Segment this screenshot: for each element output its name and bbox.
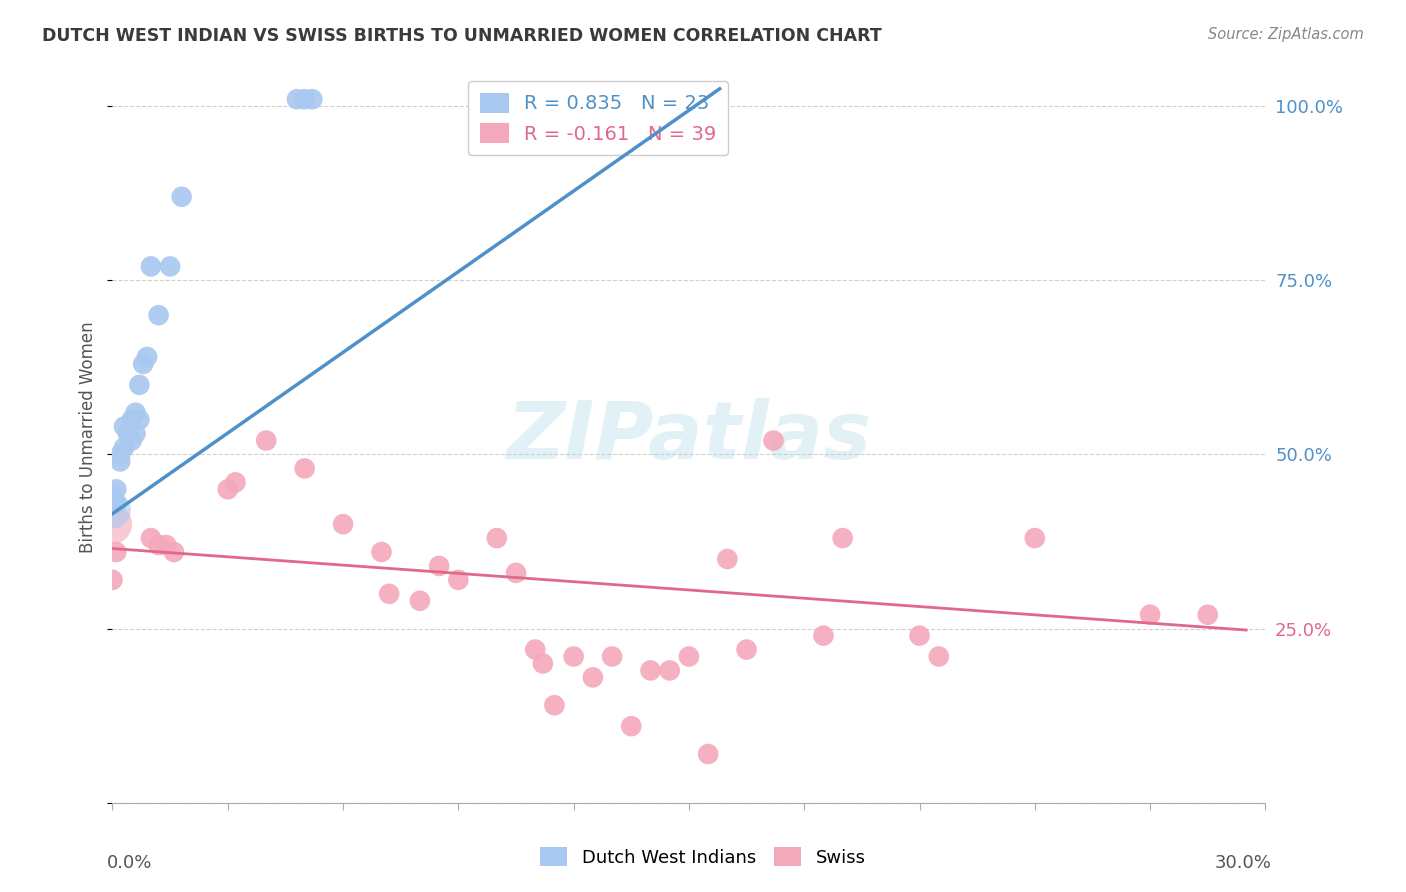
Text: ZIPatlas: ZIPatlas [506,398,872,476]
Text: 0.0%: 0.0% [107,854,152,872]
Point [128,377,150,392]
Point [105,496,128,510]
Point [163,545,186,559]
Point [908,629,931,643]
Point [112,419,135,434]
Point [121,434,143,448]
Point [543,698,565,713]
Point [105,545,128,559]
Point [735,642,758,657]
Point [562,649,585,664]
Text: 30.0%: 30.0% [1215,854,1271,872]
Point [831,531,853,545]
Point [640,664,662,678]
Point [224,475,246,490]
Point [101,573,124,587]
Point [112,441,135,455]
Point [928,649,950,664]
Point [697,747,720,761]
Point [427,558,450,573]
Point [121,412,143,426]
Text: Source: ZipAtlas.com: Source: ZipAtlas.com [1208,27,1364,42]
Point [294,461,316,475]
Point [148,538,170,552]
Point [159,260,181,274]
Point [1024,531,1046,545]
Point [378,587,401,601]
Point [1139,607,1161,622]
Point [148,308,170,322]
Point [332,517,354,532]
Point [620,719,643,733]
Text: DUTCH WEST INDIAN VS SWISS BIRTHS TO UNMARRIED WOMEN CORRELATION CHART: DUTCH WEST INDIAN VS SWISS BIRTHS TO UNM… [42,27,882,45]
Point [1197,607,1219,622]
Point [294,92,316,106]
Point [124,426,146,441]
Point [531,657,554,671]
Point [108,448,131,462]
Point [285,92,308,106]
Point [716,552,738,566]
Point [139,260,162,274]
Legend: Dutch West Indians, Swiss: Dutch West Indians, Swiss [533,840,873,874]
Legend: R = 0.835   N = 23, R = -0.161   N = 39: R = 0.835 N = 23, R = -0.161 N = 39 [468,81,728,155]
Point [105,483,128,497]
Point [124,406,146,420]
Point [101,489,124,503]
Point [155,538,177,552]
Point [762,434,785,448]
Point [217,483,239,497]
Point [101,503,124,517]
Point [108,454,131,468]
Point [524,642,547,657]
Point [128,412,150,426]
Point [101,517,124,532]
Point [485,531,508,545]
Point [117,426,139,441]
Point [132,357,155,371]
Point [301,92,323,106]
Point [813,629,835,643]
Point [600,649,623,664]
Point [582,670,605,684]
Point [658,664,681,678]
Point [170,190,193,204]
Point [505,566,527,580]
Point [370,545,392,559]
Point [139,531,162,545]
Point [136,350,159,364]
Point [254,434,277,448]
Point [678,649,700,664]
Point [447,573,470,587]
Y-axis label: Births to Unmarried Women: Births to Unmarried Women [79,321,97,553]
Point [409,594,432,608]
